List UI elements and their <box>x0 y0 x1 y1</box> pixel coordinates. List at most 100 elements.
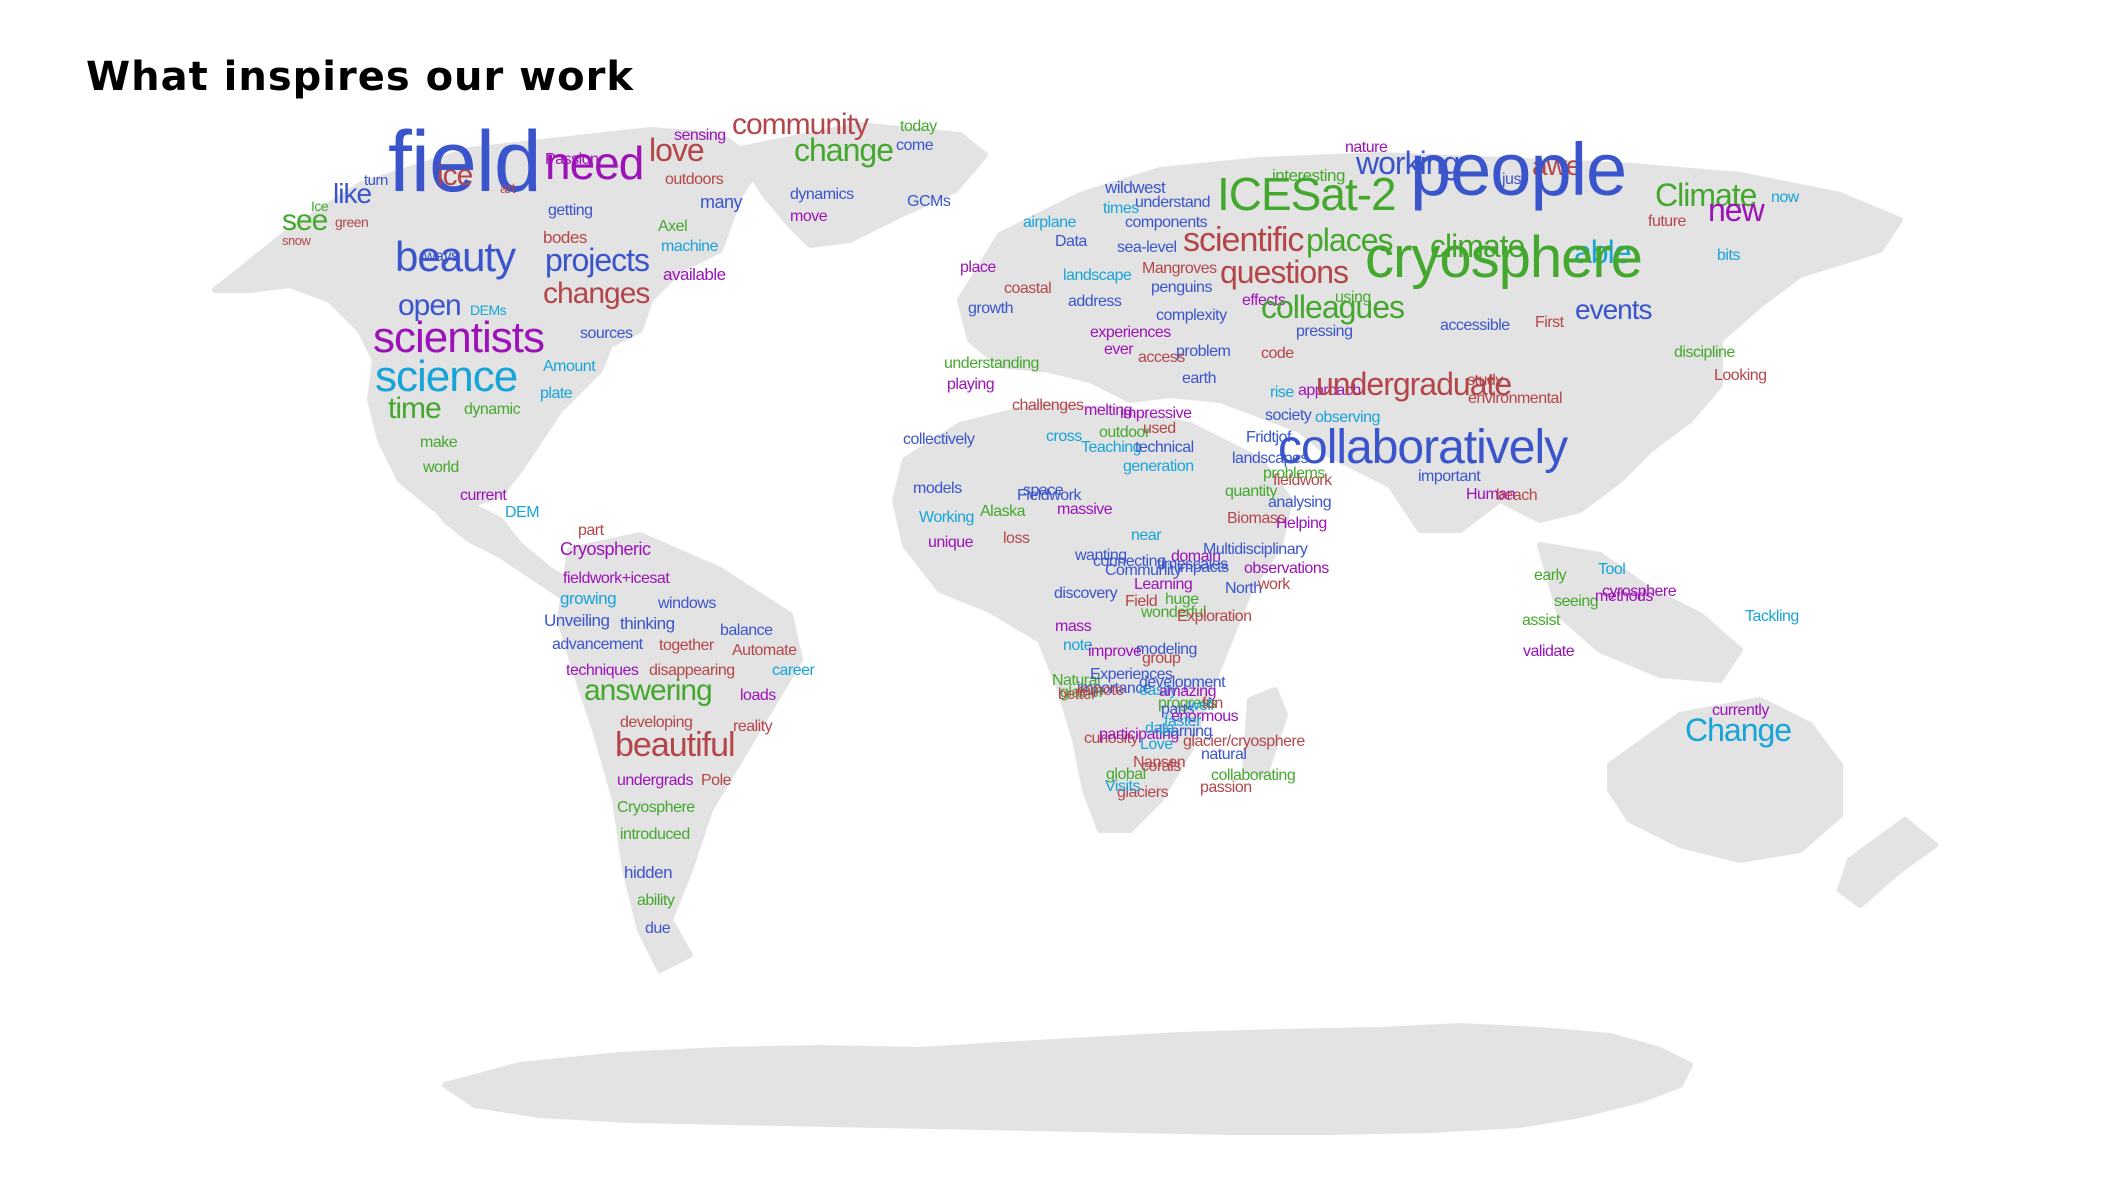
word-cloud-word: methods <box>1595 588 1653 606</box>
word-cloud-word: Passion <box>545 151 599 169</box>
word-cloud-word: near <box>1131 527 1162 545</box>
word-cloud-word: Mangroves <box>1142 260 1217 278</box>
word-cloud-word: sources <box>580 325 633 343</box>
word-cloud-word: green <box>335 213 369 230</box>
word-cloud-word: sea-level <box>1117 239 1177 257</box>
word-cloud-word: impacts <box>1177 559 1229 577</box>
word-cloud-word: curiosity <box>1084 730 1139 748</box>
landmass-southeast-asia <box>1537 542 1743 683</box>
word-cloud-word: Fieldwork <box>1017 487 1081 505</box>
word-cloud-word: cryosphere <box>1365 224 1643 290</box>
word-cloud-word: just <box>1502 171 1525 189</box>
word-cloud-word: bodes <box>543 228 587 248</box>
word-cloud-word: glacier/cryosphere <box>1183 733 1305 751</box>
word-cloud-word: access <box>1138 349 1185 367</box>
word-cloud-word: learning <box>1159 723 1212 741</box>
word-cloud-word: complexity <box>1156 307 1227 325</box>
word-cloud-word: place <box>960 259 996 277</box>
landmass-australia <box>1607 697 1843 863</box>
word-cloud-word: better <box>1058 686 1096 704</box>
word-cloud-word: bits <box>1717 247 1740 265</box>
word-cloud-word: corals <box>1141 758 1181 776</box>
word-cloud-word: field <box>388 114 542 211</box>
word-cloud-word: domain <box>1171 548 1221 566</box>
word-cloud-word: machine <box>661 238 718 256</box>
word-cloud-word: make <box>420 434 458 452</box>
word-cloud-word: Alaska <box>980 503 1026 521</box>
word-cloud-word: available <box>663 265 726 285</box>
word-cloud-word: growing <box>560 589 617 609</box>
word-cloud-word: note <box>1063 637 1093 655</box>
word-cloud-word: glaciers <box>1117 784 1169 802</box>
word-cloud-word: climate <box>1430 228 1525 265</box>
word-cloud-word: ways <box>424 248 459 266</box>
word-cloud-word: Teaching <box>1081 439 1142 457</box>
word-cloud-word: Natural <box>1052 672 1101 690</box>
word-cloud-word: move <box>790 208 828 226</box>
word-cloud-word: Tackling <box>1745 608 1799 626</box>
word-cloud-word: like <box>333 177 372 209</box>
word-cloud-word: snow <box>282 232 311 248</box>
word-cloud-word: address <box>1068 293 1122 311</box>
word-cloud-word: study <box>1467 372 1503 390</box>
word-cloud-word: projects <box>545 242 650 279</box>
word-cloud-word: need <box>545 137 644 190</box>
word-cloud-word: validate <box>1523 643 1575 661</box>
word-cloud-word: plate <box>540 385 573 403</box>
word-cloud-word: Learning <box>1134 576 1193 594</box>
word-cloud-word: participating <box>1099 726 1179 744</box>
landmass-south-america <box>557 532 803 973</box>
landmass-new-zealand <box>1837 817 1938 908</box>
landmass-greenland <box>732 122 988 248</box>
word-cloud-word: working <box>1356 145 1460 182</box>
word-cloud-word: work <box>1258 576 1290 594</box>
word-cloud-word: science <box>375 351 518 401</box>
word-cloud-word: dynamic <box>464 401 521 419</box>
word-cloud-word: community <box>732 108 869 141</box>
word-cloud-word: beauty <box>395 233 516 281</box>
landmass-madagascar <box>1242 687 1288 778</box>
word-cloud-word: Field <box>1125 593 1158 611</box>
word-cloud-word: remote <box>1077 682 1124 700</box>
word-cloud-word: coastal <box>1004 280 1052 298</box>
word-cloud-word: now <box>1771 189 1799 207</box>
word-cloud-word: Tool <box>1598 561 1626 579</box>
word-cloud-word: scientific <box>1183 220 1304 259</box>
word-cloud-word: GCMs <box>907 193 951 211</box>
word-cloud-word: technical <box>1135 439 1194 457</box>
word-cloud-word: Cryospheric <box>560 538 651 559</box>
word-cloud-word: wildwest <box>1105 178 1166 198</box>
word-cloud-word: challenges <box>1012 397 1084 415</box>
word-cloud-word: observations <box>1244 560 1329 578</box>
word-cloud-word: currently <box>1712 702 1769 720</box>
word-cloud-word: earth <box>1182 370 1216 388</box>
word-cloud-word: seeing <box>1554 593 1599 611</box>
word-cloud-word: see <box>282 204 328 237</box>
landmass-eurasia <box>957 152 1903 533</box>
word-cloud-word: analysing <box>1268 494 1332 512</box>
word-cloud-word: Community <box>1105 562 1182 580</box>
word-cloud-word: awe <box>1532 149 1581 181</box>
word-cloud-word: Biomass <box>1227 510 1285 528</box>
word-cloud-word: data <box>1145 720 1175 738</box>
word-cloud-word: ice <box>437 159 473 192</box>
word-cloud-word: models <box>913 480 962 498</box>
word-cloud-word: together <box>659 637 714 655</box>
word-cloud-word: observing <box>1315 409 1380 427</box>
word-cloud-word: loads <box>740 687 776 705</box>
word-cloud-word: melting <box>1084 402 1133 420</box>
word-cloud-word: answering <box>584 674 713 707</box>
word-cloud-word: Climate <box>1655 177 1757 214</box>
word-cloud-word: changes <box>543 277 650 310</box>
word-cloud-word: getting <box>548 202 593 220</box>
word-cloud-word: fieldwork <box>1273 472 1332 490</box>
word-cloud-word: Exploration <box>1177 608 1252 626</box>
word-cloud-word: pressing <box>1296 323 1353 341</box>
word-cloud-word: well <box>1188 697 1214 715</box>
word-cloud-word: impressive <box>1120 405 1192 423</box>
word-cloud-word: connecting <box>1093 553 1166 571</box>
word-cloud-word: events <box>1575 293 1652 325</box>
word-cloud-word: timescales <box>1157 556 1228 574</box>
